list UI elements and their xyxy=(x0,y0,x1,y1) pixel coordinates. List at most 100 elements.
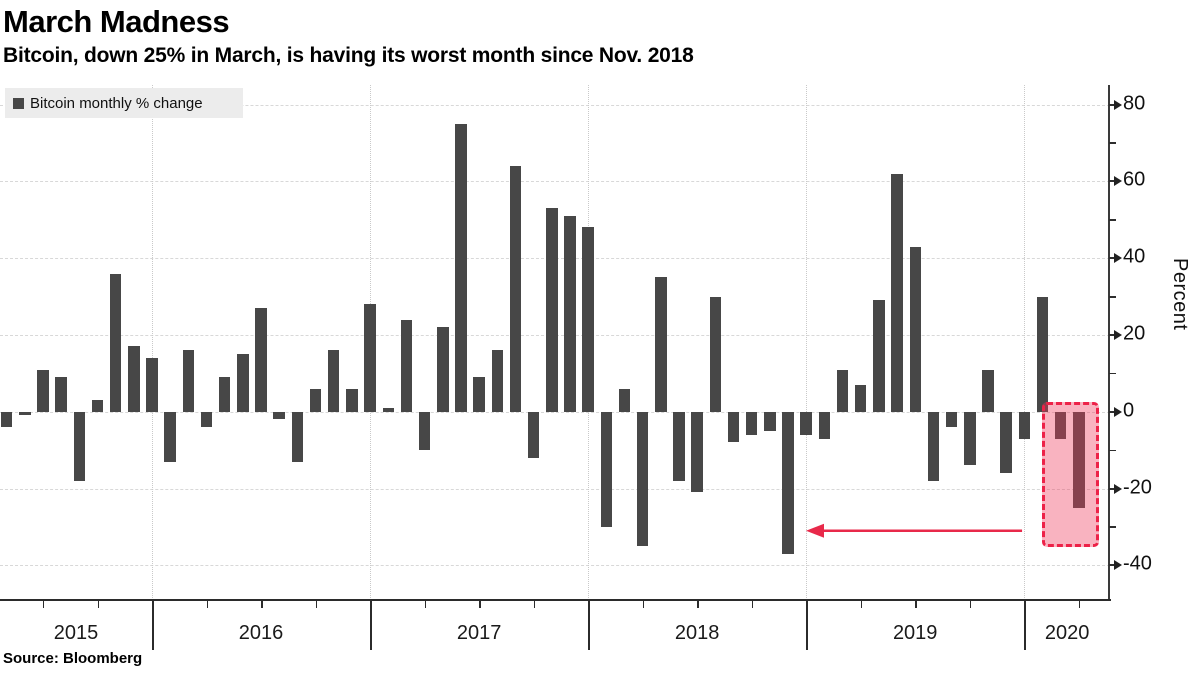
x-tick xyxy=(642,601,645,608)
bar xyxy=(655,277,667,412)
bar xyxy=(800,411,812,435)
y-tick-label: 0 xyxy=(1123,399,1135,422)
bar xyxy=(364,304,376,412)
y-tick-arrow-icon xyxy=(1114,483,1122,494)
x-tick xyxy=(206,601,208,608)
chart-subtitle: Bitcoin, down 25% in March, is having it… xyxy=(3,44,694,67)
bar xyxy=(473,377,485,412)
source-note: Source: Bloomberg xyxy=(3,650,143,667)
bar xyxy=(418,411,431,451)
bar xyxy=(309,388,322,412)
y-minor-tick xyxy=(1109,372,1116,375)
y-tick-label: 40 xyxy=(1123,245,1146,268)
bar xyxy=(200,411,213,428)
bar xyxy=(1036,296,1049,412)
bar xyxy=(382,407,394,412)
y-axis-line xyxy=(1108,85,1110,600)
legend-swatch-icon xyxy=(13,97,24,109)
bar xyxy=(37,369,49,412)
plot-area xyxy=(0,85,1110,600)
bar xyxy=(1073,411,1085,508)
gridline-h xyxy=(0,411,1110,413)
x-tick xyxy=(315,601,317,608)
bar xyxy=(764,411,776,431)
gridline-h xyxy=(0,181,1110,183)
y-tick-label: 80 xyxy=(1123,92,1146,115)
bar xyxy=(73,411,85,481)
bar xyxy=(237,354,249,412)
y-tick-arrow-icon xyxy=(1114,176,1122,187)
bar xyxy=(509,165,522,412)
bar xyxy=(636,411,649,547)
gridline-h xyxy=(0,488,1110,490)
y-axis-unit-label: Percent xyxy=(1169,258,1191,331)
bar xyxy=(327,350,340,412)
x-tick xyxy=(42,601,45,608)
bar xyxy=(182,350,195,412)
y-minor-tick xyxy=(1109,219,1116,221)
bar xyxy=(291,411,304,462)
x-axis-line xyxy=(0,598,1111,601)
y-tick-label: -40 xyxy=(1123,552,1152,575)
bar xyxy=(437,327,449,412)
bar xyxy=(964,411,976,466)
y-tick-label: 20 xyxy=(1123,322,1146,345)
bar xyxy=(945,411,958,428)
annotation-arrow xyxy=(805,523,1023,538)
year-label: 2018 xyxy=(674,622,720,644)
x-tick xyxy=(588,601,590,650)
bar xyxy=(854,384,867,412)
bar xyxy=(1054,411,1067,439)
y-tick xyxy=(1109,487,1115,490)
y-tick-arrow-icon xyxy=(1114,253,1122,264)
x-tick xyxy=(751,601,754,608)
x-tick xyxy=(1078,601,1081,608)
y-minor-tick xyxy=(1109,142,1116,144)
y-tick xyxy=(1109,564,1115,567)
bar xyxy=(709,296,722,412)
y-tick xyxy=(1109,103,1115,106)
legend: Bitcoin monthly % change xyxy=(5,88,243,118)
bar xyxy=(346,388,358,412)
bar xyxy=(909,246,921,412)
bar xyxy=(673,411,685,481)
bar xyxy=(564,215,576,412)
x-tick xyxy=(1024,601,1026,650)
year-label: 2016 xyxy=(238,622,284,644)
bar xyxy=(91,400,104,412)
arrow-head-icon xyxy=(805,523,824,538)
bar xyxy=(455,123,467,412)
x-tick xyxy=(370,601,372,650)
highlight-box xyxy=(1042,401,1099,547)
x-tick xyxy=(533,601,536,608)
bar xyxy=(836,369,849,412)
bar xyxy=(527,411,540,458)
y-tick xyxy=(1109,333,1115,336)
bar xyxy=(400,319,413,412)
x-tick xyxy=(97,601,99,608)
bar xyxy=(600,411,612,527)
y-minor-tick xyxy=(1109,449,1116,452)
bar xyxy=(982,369,994,412)
bar xyxy=(255,308,267,412)
year-label: 2015 xyxy=(53,622,99,644)
bar xyxy=(873,300,885,412)
year-gridline xyxy=(1024,85,1026,600)
bar xyxy=(273,411,285,420)
bar xyxy=(218,377,231,412)
year-label: 2019 xyxy=(892,622,938,644)
y-tick-arrow-icon xyxy=(1114,329,1122,340)
bar xyxy=(691,411,703,493)
x-tick xyxy=(424,601,427,608)
x-tick xyxy=(152,601,154,650)
year-label: 2017 xyxy=(456,622,502,644)
bar xyxy=(618,388,631,412)
y-tick xyxy=(1109,410,1115,413)
y-tick-arrow-icon xyxy=(1114,406,1122,417)
bar xyxy=(582,227,594,412)
x-tick xyxy=(915,601,917,608)
gridline-h xyxy=(0,565,1110,567)
x-tick xyxy=(697,601,699,608)
chart-title: March Madness xyxy=(3,4,230,39)
